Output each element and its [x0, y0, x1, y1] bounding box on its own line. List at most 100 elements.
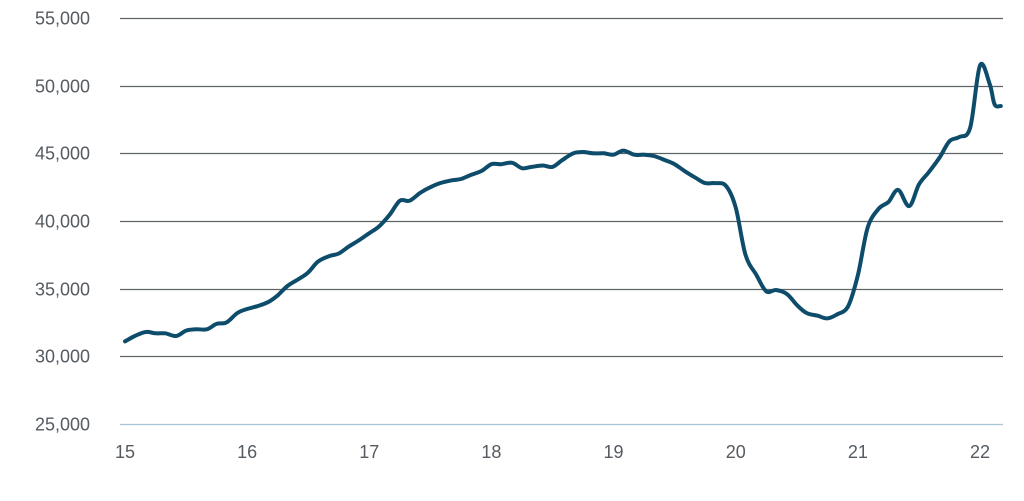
data-point	[398, 199, 402, 203]
data-point	[978, 63, 982, 67]
data-point	[642, 153, 646, 157]
data-point	[632, 153, 636, 157]
data-point	[449, 178, 453, 182]
data-point	[993, 103, 997, 107]
data-point	[968, 126, 972, 130]
data-point	[693, 176, 697, 180]
data-point	[245, 307, 249, 311]
data-point	[825, 316, 829, 320]
data-point	[428, 185, 432, 189]
data-point	[266, 300, 270, 304]
data-point	[805, 311, 809, 315]
data-point	[755, 273, 759, 277]
data-point	[744, 253, 748, 257]
data-point	[591, 151, 595, 155]
data-point	[480, 169, 484, 173]
data-point	[123, 339, 127, 343]
data-point	[896, 188, 900, 192]
x-tick-label: 18	[481, 442, 501, 462]
data-point	[774, 288, 778, 292]
data-point	[174, 334, 178, 338]
data-point	[560, 158, 564, 162]
data-point	[764, 289, 768, 293]
x-tick-label: 15	[115, 442, 135, 462]
data-point	[276, 293, 280, 297]
data-point	[520, 166, 524, 170]
data-point	[713, 181, 717, 185]
data-point	[358, 238, 362, 242]
data-point	[489, 162, 493, 166]
data-point	[856, 273, 860, 277]
data-point	[581, 150, 585, 154]
data-point	[327, 254, 331, 258]
data-point	[999, 104, 1003, 108]
data-point	[846, 304, 850, 308]
data-point	[673, 162, 677, 166]
data-point	[734, 206, 738, 210]
data-point	[388, 212, 392, 216]
y-axis-tick-labels: 25,000 30,000 35,000 40,000 45,000 50,000 55,0…	[35, 9, 90, 435]
data-point	[510, 161, 514, 165]
data-point	[551, 165, 555, 169]
data-point	[337, 252, 341, 256]
data-point	[866, 226, 870, 230]
data-point	[224, 321, 228, 325]
data-point	[785, 292, 789, 296]
y-tick-label: 35,000	[35, 280, 90, 300]
data-point	[154, 331, 158, 335]
data-point	[571, 151, 575, 155]
data-point	[367, 231, 371, 235]
data-point	[541, 164, 545, 168]
data-point	[652, 154, 656, 158]
y-tick-label: 40,000	[35, 212, 90, 232]
data-point	[927, 170, 931, 174]
x-axis-tick-labels: 15 16 17 18 19 20 21 22	[115, 442, 990, 462]
data-point	[835, 312, 839, 316]
data-point	[347, 245, 351, 249]
data-point	[194, 327, 198, 331]
data-point	[499, 162, 503, 166]
data-point	[306, 270, 310, 274]
data-point	[469, 173, 473, 177]
data-point	[316, 260, 320, 264]
data-point	[144, 330, 148, 334]
data-point	[296, 277, 300, 281]
data-point	[133, 334, 137, 338]
data-point	[163, 331, 167, 335]
data-point	[215, 322, 219, 326]
y-tick-label: 30,000	[35, 347, 90, 367]
data-point	[816, 314, 820, 318]
y-tick-label: 55,000	[35, 9, 90, 29]
data-point	[938, 155, 942, 159]
data-point	[459, 177, 463, 181]
data-point	[419, 191, 423, 195]
data-point	[255, 304, 259, 308]
x-tick-label: 19	[604, 442, 624, 462]
data-point	[948, 139, 952, 143]
y-tick-label: 45,000	[35, 144, 90, 164]
data-point	[235, 311, 239, 315]
data-point	[285, 284, 289, 288]
data-point	[621, 149, 625, 153]
data-point	[917, 183, 921, 187]
x-tick-label: 16	[237, 442, 257, 462]
y-tick-label: 25,000	[35, 415, 90, 435]
gridlines	[120, 17, 1003, 426]
data-point	[663, 158, 667, 162]
x-tick-label: 17	[359, 442, 379, 462]
data-point	[184, 329, 188, 333]
data-point	[602, 151, 606, 155]
x-tick-label: 21	[848, 442, 868, 462]
data-point	[795, 303, 799, 307]
data-point	[877, 207, 881, 211]
data-point	[377, 224, 381, 228]
data-point	[682, 169, 686, 173]
x-tick-label: 20	[726, 442, 746, 462]
data-point	[886, 200, 890, 204]
x-tick-label: 22	[970, 442, 990, 462]
data-point	[408, 199, 412, 203]
data-point	[612, 153, 616, 157]
data-point	[703, 181, 707, 185]
